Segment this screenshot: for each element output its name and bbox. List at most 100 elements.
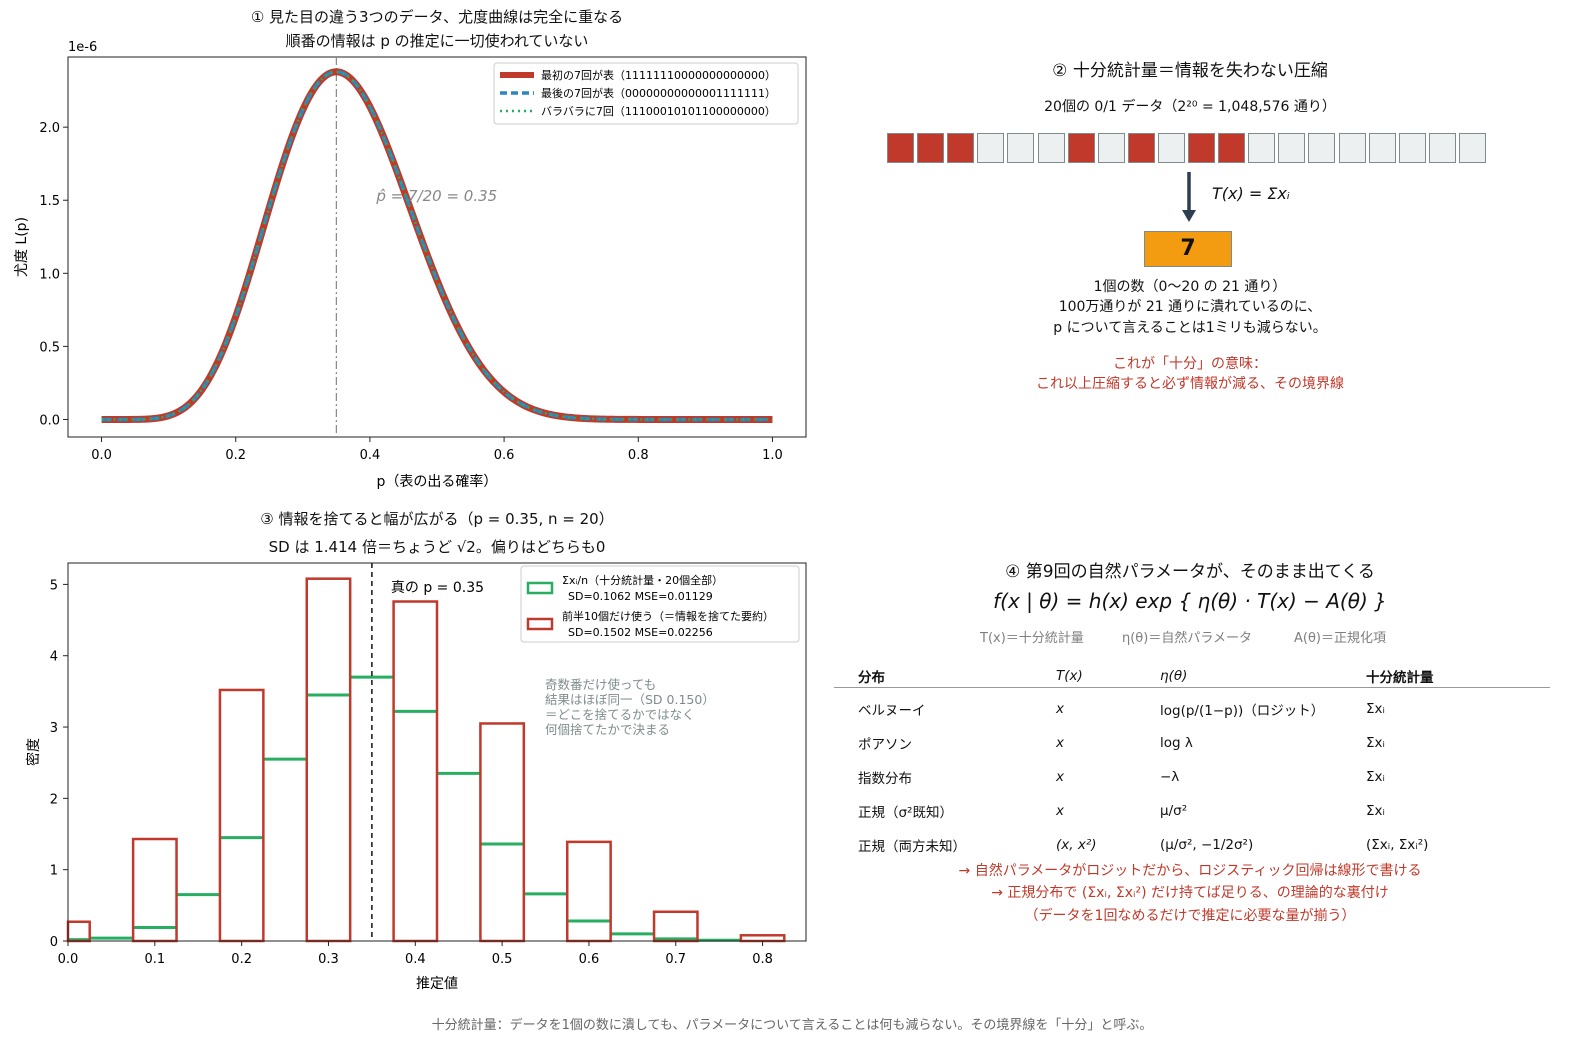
- header-sufficient: 十分統計量: [1366, 670, 1434, 686]
- note-1: → 自然パラメータがロジットだから、ロジスティック回帰は線形で書ける: [958, 863, 1422, 879]
- statistic-result-box: 7: [1144, 231, 1232, 267]
- bit-one: [917, 133, 945, 163]
- chart1-title: ① 見た目の違う3つのデータ、尤度曲線は完全に重なる: [250, 8, 624, 26]
- distribution-table: 分布 T(x) η(θ) 十分統計量 ベルヌーイ x log(p/(1−p))（ロジ…: [848, 660, 1562, 862]
- bit-zero: [1458, 133, 1486, 163]
- legend-swatch: [526, 581, 554, 595]
- note-2: → 正規分布で (Σxᵢ, Σxᵢ²) だけ持てば足りる、の理論的な裏付け: [991, 885, 1389, 901]
- red-bar: [218, 688, 265, 943]
- y-tick-label: 0.5: [39, 340, 60, 355]
- legend-label: Σxᵢ/n（十分統計量・20個全部）: [562, 573, 723, 587]
- statistic-formula: T(x) = Σxᵢ: [1212, 184, 1290, 203]
- legend-box: [493, 62, 799, 125]
- table-row: ベルヌーイ x log(p/(1−p))（ロジット） Σxᵢ: [848, 692, 1562, 726]
- panel2-highlight-2: これ以上圧縮すると必ず情報が減る、その境界線: [1036, 376, 1344, 392]
- bit-zero: [1278, 133, 1306, 163]
- table-cell: x: [1056, 803, 1064, 819]
- bit-one: [1188, 133, 1215, 163]
- legend: 最初の7回が表（11111110000000000000） 最後の7回が表（000…: [493, 62, 799, 125]
- header-T: T(x): [1056, 668, 1083, 684]
- footer-caption: 十分統計量：データを1個の数に潰しても、パラメータについて言えることは何も減らな…: [431, 1018, 1153, 1033]
- table-cell: log λ: [1160, 735, 1193, 751]
- table-cell: 指数分布: [858, 771, 912, 787]
- red-bar: [131, 837, 178, 943]
- likelihood-chart: 0.0 0.2 0.4 0.6 0.8 1.0 0.0 0.5 1.0 1.5 2.0 1e-6 p（表…: [14, 40, 807, 490]
- table-cell: log(p/(1−p))（ロジット）: [1160, 703, 1325, 719]
- legend-label: バラバラに7回（11100010101100000000）: [541, 105, 776, 118]
- legend-stats: SD=0.1062 MSE=0.01129: [568, 590, 713, 603]
- table-row: 指数分布 x −λ Σxᵢ: [848, 760, 1562, 794]
- legend-T: T(x)＝十分統計量: [980, 631, 1084, 646]
- down-arrow-icon: [1182, 172, 1196, 222]
- table-cell: (x, x²): [1056, 837, 1097, 853]
- table-cell: (μ/σ², −1/2σ²): [1160, 837, 1254, 853]
- legend-label: 最初の7回が表（11111110000000000000）: [541, 68, 776, 82]
- gray-annotation: 何個捨てたかで決まる: [545, 722, 670, 737]
- table-cell: μ/σ²: [1160, 803, 1188, 819]
- y-tick-label: 1.0: [39, 267, 60, 282]
- legend-label: 前半10個だけ使う（＝情報を捨てた要約）: [562, 609, 774, 623]
- y-axis-label: 尤度 L(p): [14, 217, 30, 277]
- header-distribution: 分布: [858, 670, 885, 686]
- x-tick-label: 0.6: [579, 952, 600, 967]
- x-tick-label: 1.0: [762, 448, 783, 463]
- bit-zero: [1157, 133, 1185, 163]
- table-row: 正規（両方未知） (x, x²) (μ/σ², −1/2σ²) (Σxᵢ, Σxᵢ²): [848, 828, 1562, 862]
- red-bar: [652, 910, 699, 943]
- y-tick-label: 2.0: [39, 121, 60, 136]
- table-cell: (Σxᵢ, Σxᵢ²): [1366, 837, 1429, 853]
- bit-one: [1218, 133, 1246, 163]
- bit-zero: [1398, 133, 1426, 163]
- plot-frame: [67, 56, 807, 438]
- x-tick-label: 0.2: [225, 448, 246, 463]
- bit-zero: [1037, 133, 1065, 163]
- y-axis-label: 密度: [25, 738, 42, 766]
- bit-zero: [1097, 133, 1125, 163]
- bit-zero: [1428, 133, 1456, 163]
- gray-annotation: 結果はほぼ同一（SD 0.150）: [545, 692, 715, 707]
- x-tick-label: 0.4: [360, 448, 381, 463]
- x-tick-label: 0.2: [231, 952, 252, 967]
- x-tick-label: 0.7: [665, 952, 686, 967]
- panel4-title: ④ 第9回の自然パラメータが、そのまま出てくる: [1005, 562, 1375, 582]
- note-3: （データを1回なめるだけで推定に必要な量が揃う）: [1024, 908, 1356, 924]
- y-tick-label: 2: [50, 792, 58, 807]
- table-divider: [834, 687, 1550, 688]
- x-axis-label: p（表の出る確率）: [377, 473, 498, 490]
- table-row: 正規（σ²既知） x μ/σ² Σxᵢ: [848, 794, 1562, 828]
- y-tick-label: 1.5: [39, 194, 60, 209]
- x-tick-label: 0.8: [752, 952, 773, 967]
- table-cell: ベルヌーイ: [858, 703, 926, 719]
- bit-one: [1127, 133, 1155, 163]
- table-cell: Σxᵢ: [1366, 735, 1385, 751]
- y-scale-label: 1e-6: [68, 40, 97, 55]
- table-cell: Σxᵢ: [1366, 769, 1385, 785]
- mle-annotation: p̂ = 7/20 = 0.35: [375, 187, 497, 205]
- legend-eta: η(θ)＝自然パラメータ: [1122, 631, 1252, 646]
- legend-box: [520, 565, 800, 643]
- legend-A: A(θ)＝正規化項: [1294, 631, 1386, 646]
- legend-label: 最後の7回が表（00000000000001111111）: [541, 86, 776, 100]
- legend-stats: SD=0.1502 MSE=0.02256: [568, 626, 713, 639]
- red-bar: [305, 577, 352, 943]
- bit-zero: [1308, 133, 1336, 163]
- panel2-title: ② 十分統計量＝情報を失わない圧縮: [1052, 61, 1328, 81]
- table-cell: ポアソン: [858, 737, 912, 753]
- x-axis-label: 推定値: [416, 976, 458, 992]
- bit-one: [887, 133, 914, 163]
- table-cell: Σxᵢ: [1366, 803, 1385, 819]
- table-cell: x: [1056, 769, 1064, 785]
- panel2-desc-1: 1個の数（0〜20 の 21 通り）: [1093, 279, 1287, 295]
- chart2-title: ③ 情報を捨てると幅が広がる（p = 0.35, n = 20）: [260, 510, 614, 528]
- bit-zero: [1007, 133, 1035, 163]
- bit-zero: [1338, 133, 1366, 163]
- exponential-family-formula: f(x | θ) = h(x) exp { η(θ) · T(x) − A(θ)…: [993, 589, 1387, 613]
- header-eta: η(θ): [1160, 668, 1188, 684]
- chart1-subtitle: 順番の情報は p の推定に一切使われていない: [285, 32, 589, 50]
- true-p-label: 真の p = 0.35: [391, 580, 484, 596]
- table-cell: x: [1056, 701, 1064, 717]
- red-bar: [565, 840, 612, 943]
- bit-one: [1067, 133, 1095, 163]
- estimator-histogram: 真の p = 0.35 0.0 0.1 0.2 0.3 0.4 0.5 0.6 0.7 0.8 0 1…: [25, 562, 807, 992]
- x-tick-label: 0.0: [91, 448, 112, 463]
